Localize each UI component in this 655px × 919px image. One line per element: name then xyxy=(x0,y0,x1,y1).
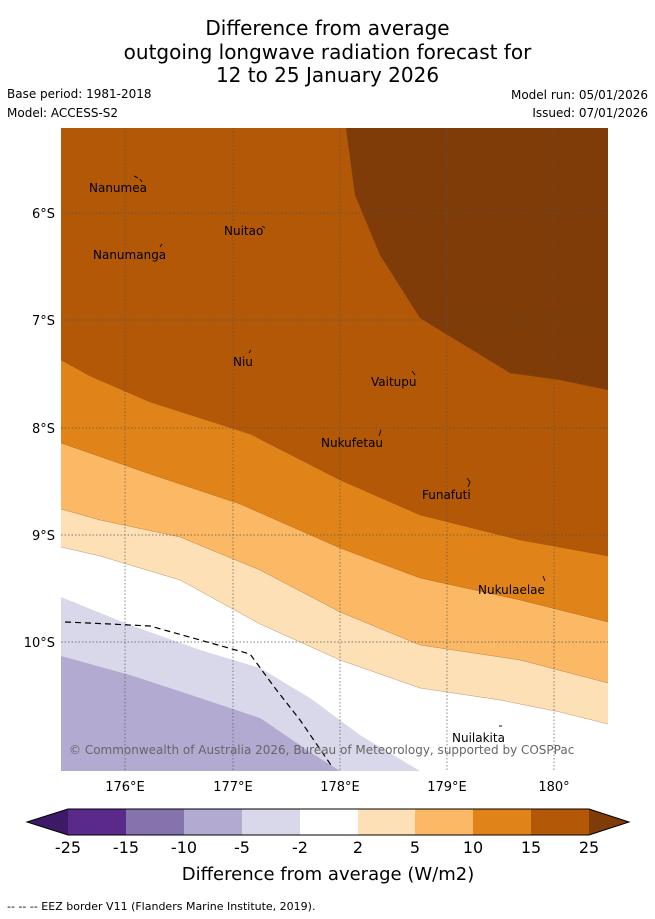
anomaly-field: Nanumea Nuitao Nanumanga Niu Vaitupu Nuk… xyxy=(61,128,608,771)
lat-label-6s: 6°S xyxy=(32,207,55,222)
colorbar-tick: 15 xyxy=(521,838,541,857)
latitude-labels: 6°S 7°S 8°S 9°S 10°S xyxy=(24,207,55,651)
eez-footnote: -- -- -- EEZ border V11 (Flanders Marine… xyxy=(7,900,316,913)
colorbar-segment xyxy=(415,809,473,835)
island-outlines xyxy=(133,175,546,727)
lat-label-9s: 9°S xyxy=(32,529,55,544)
lon-label-177e: 177°E xyxy=(213,780,253,795)
longitude-labels: 176°E 177°E 178°E 179°E 180° xyxy=(105,780,569,795)
lon-label-176e: 176°E xyxy=(105,780,145,795)
lon-label-180: 180° xyxy=(538,780,569,795)
band-minus-5-to-minus-10 xyxy=(61,656,340,771)
colorbar-tick: 10 xyxy=(463,838,483,857)
colorbar-tick: -2 xyxy=(292,838,308,857)
title-line-2: outgoing longwave radiation forecast for xyxy=(123,40,532,64)
place-label-niu: Niu xyxy=(233,355,253,369)
colorbar-segment xyxy=(184,809,242,835)
colorbar-segment xyxy=(126,809,184,835)
lon-label-179e: 179°E xyxy=(427,780,467,795)
colorbar-segment xyxy=(473,809,531,835)
place-label-nukulaelae: Nukulaelae xyxy=(478,583,545,597)
colorbar-tick: 5 xyxy=(410,838,420,857)
lat-label-7s: 7°S xyxy=(32,314,55,329)
colorbar-segment xyxy=(531,809,589,835)
lat-label-10s: 10°S xyxy=(24,636,55,651)
colorbar-segment xyxy=(358,809,415,835)
colorbar-tick: -15 xyxy=(113,838,139,857)
colorbar xyxy=(25,808,631,836)
colorbar-tick: -10 xyxy=(171,838,197,857)
issued-date: Issued: 07/01/2026 xyxy=(532,106,648,120)
place-label-nanumea: Nanumea xyxy=(89,181,147,195)
eez-border xyxy=(64,621,334,769)
colorbar-segment xyxy=(300,809,358,835)
colorbar-tick: -5 xyxy=(234,838,250,857)
colorbar-label: Difference from average (W/m2) xyxy=(182,864,474,885)
colorbar-segment xyxy=(242,809,300,835)
base-period: Base period: 1981-2018 xyxy=(7,87,152,101)
place-labels: Nanumea Nuitao Nanumanga Niu Vaitupu Nuk… xyxy=(89,181,545,745)
colorbar-tick: 2 xyxy=(353,838,363,857)
colorbar-tick-labels: -25 -15 -10 -5 -2 2 5 10 15 25 xyxy=(55,838,599,857)
colorbar-outline xyxy=(25,808,631,836)
place-label-funafuti: Funafuti xyxy=(422,488,471,502)
title-line-1: Difference from average xyxy=(205,16,450,40)
place-label-nanumanga: Nanumanga xyxy=(93,248,166,262)
model-name: Model: ACCESS-S2 xyxy=(7,106,119,120)
colorbar-arrow-low xyxy=(27,809,68,835)
colorbar-segment xyxy=(68,809,126,835)
place-label-vaitupu: Vaitupu xyxy=(371,375,417,389)
title-line-3: 12 to 25 January 2026 xyxy=(215,63,440,87)
copyright-notice: © Commonwealth of Australia 2026, Bureau… xyxy=(69,743,574,757)
place-label-nukufetau: Nukufetau xyxy=(321,436,383,450)
colorbar-tick: -25 xyxy=(55,838,81,857)
lon-label-178e: 178°E xyxy=(320,780,360,795)
model-run: Model run: 05/01/2026 xyxy=(510,88,648,102)
lat-label-8s: 8°S xyxy=(32,422,55,437)
colorbar-tick: 25 xyxy=(579,838,599,857)
colorbar-arrow-high xyxy=(589,809,629,835)
place-label-nuitao: Nuitao xyxy=(224,224,263,238)
place-label-nuilakita: Nuilakita xyxy=(452,731,505,745)
graticule xyxy=(61,128,608,771)
band-above-25 xyxy=(346,128,608,390)
